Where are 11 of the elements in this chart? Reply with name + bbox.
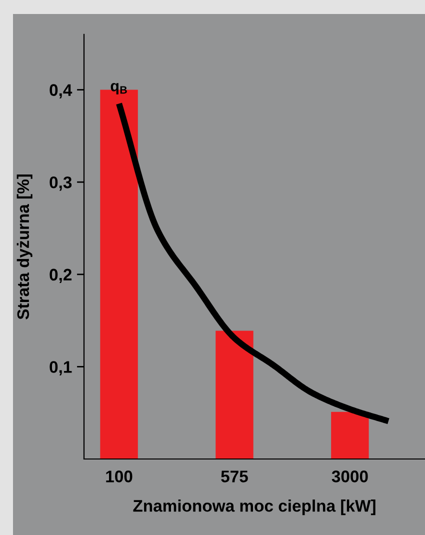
y-tick-label: 0,4 — [50, 84, 72, 98]
y-axis-title: Strata dyżurna [%] — [16, 174, 32, 320]
bar — [331, 412, 369, 459]
y-tick-label: 0,1 — [50, 361, 72, 376]
y-tick-label: 0,3 — [50, 176, 72, 191]
x-tick-label: 3000 — [332, 470, 368, 482]
x-axis-title: Znamionowa moc cieplna [kW] — [133, 500, 376, 516]
y-tick-label: 0,2 — [50, 268, 72, 284]
bar — [216, 330, 254, 459]
x-tick-label: 100 — [106, 470, 132, 482]
x-tick-label: 575 — [221, 470, 248, 482]
